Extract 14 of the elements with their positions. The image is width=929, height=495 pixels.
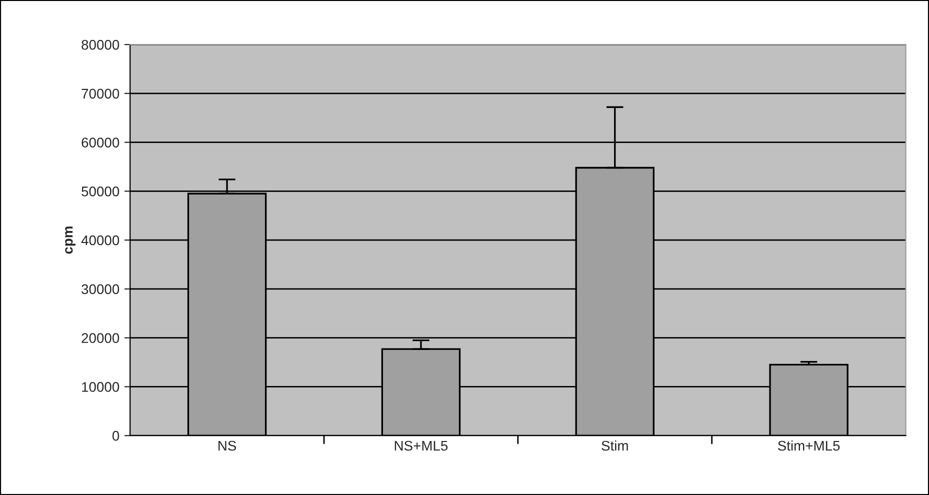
y-tick-label: 10000: [82, 382, 120, 392]
x-tick-label: Stim+ML5: [778, 440, 840, 451]
y-tick-label: 60000: [82, 138, 120, 148]
x-tick-label: NS: [218, 440, 236, 451]
y-tick-label: 0: [112, 430, 120, 441]
y-tick-label: 80000: [82, 40, 120, 50]
x-tick-label: NS+ML5: [394, 440, 448, 451]
y-tick-label: 20000: [82, 333, 120, 344]
y-tick-label: 70000: [82, 88, 120, 99]
x-tick-label: Stim: [602, 440, 628, 451]
y-tick-label: 50000: [82, 186, 120, 196]
y-tick-label: 30000: [82, 284, 120, 294]
y-tick-label: 40000: [81, 235, 120, 246]
y-axis-title: cpm: [65, 226, 76, 254]
